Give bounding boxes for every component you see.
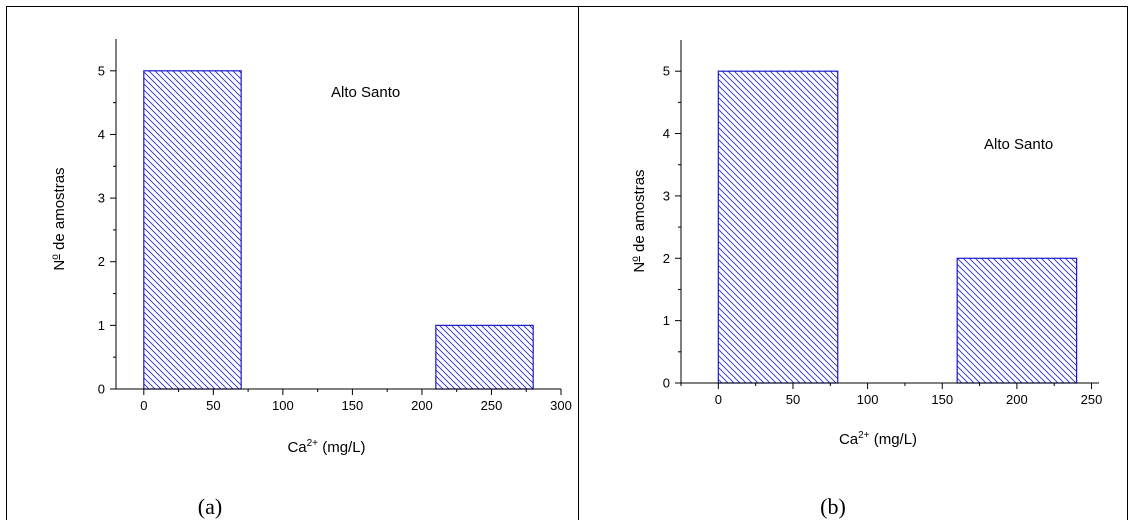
x-axis-label: Ca2+ (mg/L) <box>287 438 365 456</box>
y-tick-label: 4 <box>98 127 105 142</box>
figure-frame <box>6 6 1128 520</box>
bar-0 <box>717 70 839 384</box>
y-tick-label: 3 <box>98 191 105 206</box>
annotation-label: Alto Santo <box>331 84 400 101</box>
chart-a: 0 50 100 150 200 250 300 0 1 2 3 4 5 Alto Santo Ca2+ (… <box>50 39 572 456</box>
x-tick-label: 50 <box>206 398 220 413</box>
x-tick-label: 200 <box>411 398 433 413</box>
x-axis-label: Ca2+ (mg/L) <box>839 430 917 448</box>
x-tick-label: 150 <box>342 398 364 413</box>
caption-a: (a) <box>197 494 223 519</box>
x-tick-label: 100 <box>272 398 294 413</box>
y-tick-label: 3 <box>663 188 670 203</box>
x-tick-label: 250 <box>1081 392 1103 407</box>
x-tick-label: 50 <box>786 392 800 407</box>
x-tick-label: 200 <box>1006 392 1028 407</box>
y-tick-label: 2 <box>663 251 670 266</box>
y-axis-label: No de amostras <box>630 169 648 272</box>
y-tick-label: 0 <box>663 376 670 391</box>
y-tick-label: 5 <box>663 64 670 79</box>
x-tick-label: 100 <box>857 392 879 407</box>
bar-1 <box>956 257 1078 384</box>
x-tick-label: 300 <box>550 398 572 413</box>
panel-a: 0 50 100 150 200 250 300 0 1 2 3 4 5 Alto Santo Ca2+ (… <box>6 6 578 520</box>
panel-b: 0 50 100 150 200 250 0 1 2 3 4 5 Alto Santo Ca2+ (mg/… <box>579 6 1128 520</box>
y-tick-label: 5 <box>98 63 105 78</box>
y-tick-label: 0 <box>98 382 105 397</box>
y-tick-label: 2 <box>98 254 105 269</box>
x-tick-label: 250 <box>481 398 503 413</box>
y-tick-label: 4 <box>663 126 670 141</box>
x-tick-label: 0 <box>140 398 147 413</box>
bar-0 <box>143 70 242 390</box>
caption-b: (b) <box>820 494 846 519</box>
chart-b: 0 50 100 150 200 250 0 1 2 3 4 5 Alto Santo Ca2+ (mg/… <box>630 40 1103 448</box>
x-tick-label: 150 <box>931 392 953 407</box>
x-tick-label: 0 <box>715 392 722 407</box>
bar-1 <box>435 324 534 390</box>
panel-divider <box>578 6 579 520</box>
y-tick-label: 1 <box>663 313 670 328</box>
y-tick-label: 1 <box>98 318 105 333</box>
annotation-label: Alto Santo <box>984 136 1053 153</box>
y-axis-label: No de amostras <box>50 167 68 270</box>
